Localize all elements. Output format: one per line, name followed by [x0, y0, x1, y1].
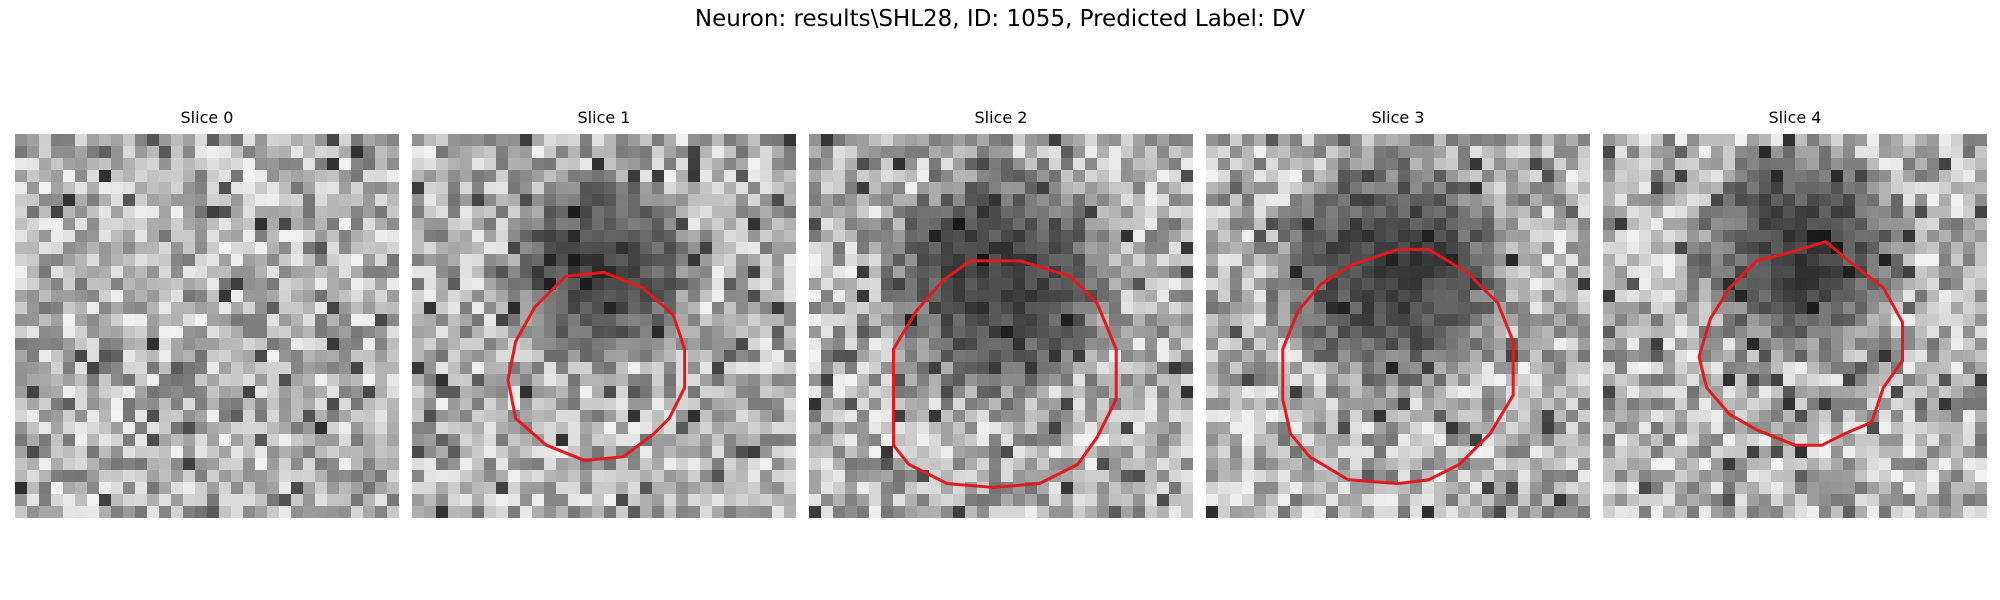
- slice-image: [1206, 134, 1590, 518]
- panel-title: Slice 4: [1603, 108, 1987, 127]
- pixel-grid: [809, 134, 1193, 518]
- panel-title: Slice 3: [1206, 108, 1590, 127]
- slice-image: [15, 134, 399, 518]
- panel-title: Slice 1: [412, 108, 796, 127]
- slice-image: [1603, 134, 1987, 518]
- pixel-grid: [1206, 134, 1590, 518]
- panel-title: Slice 0: [15, 108, 399, 127]
- pixel-grid: [1603, 134, 1987, 518]
- pixel-grid: [15, 134, 399, 518]
- slice-image: [412, 134, 796, 518]
- panel-title: Slice 2: [809, 108, 1193, 127]
- figure-title: Neuron: results\SHL28, ID: 1055, Predict…: [0, 6, 2000, 32]
- slice-image: [809, 134, 1193, 518]
- pixel-grid: [412, 134, 796, 518]
